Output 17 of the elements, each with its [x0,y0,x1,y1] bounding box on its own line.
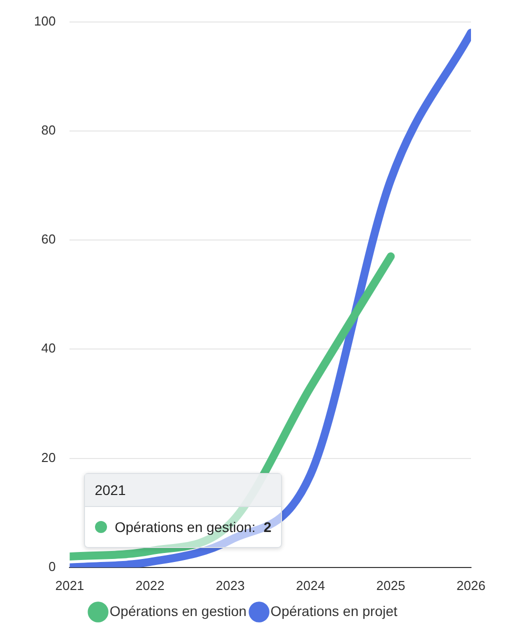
x-tick-label: 2021 [55,578,84,593]
y-tick-label: 80 [41,122,56,138]
legend-label: Opérations en projet [270,602,398,619]
y-tick-label: 0 [48,558,56,574]
tooltip-box: 2021 Opérations en gestion: 2 [84,473,282,548]
legend-label: Opérations en gestion [110,602,247,619]
x-tick-label: 2026 [456,578,486,593]
y-tick-label: 100 [34,13,56,28]
annotation: Opérations en gestion: 2 [114,519,272,536]
y-tick-label: 20 [41,450,56,465]
x-tick-label: 2022 [135,578,164,593]
x-tick-label: 2025 [376,578,406,593]
x-tick-label: 2024 [296,578,325,593]
annotation: 2021 [84,474,282,508]
y-tick-label: 60 [41,232,56,247]
y-tick-label: 40 [41,340,56,356]
x-tick-label: 2023 [216,578,245,593]
